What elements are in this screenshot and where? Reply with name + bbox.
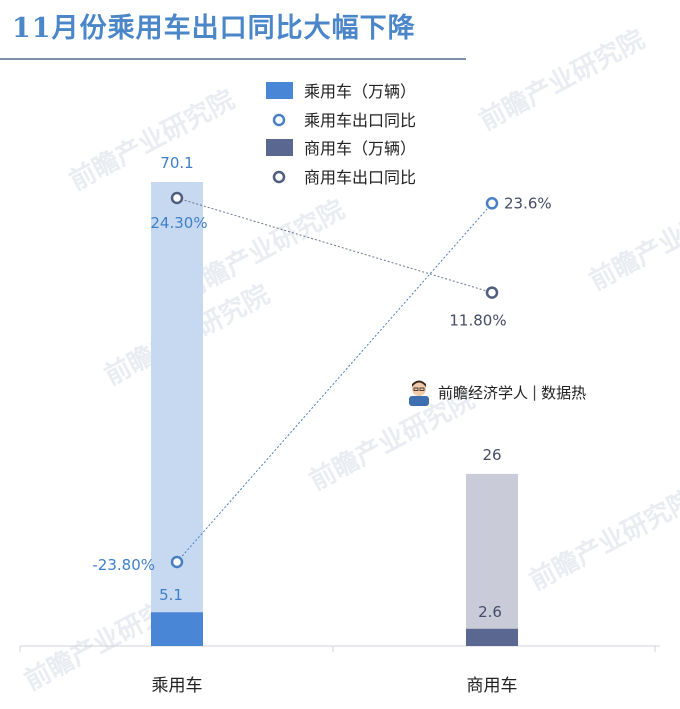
bar-commercial-total xyxy=(466,473,518,646)
bar-passenger-export xyxy=(151,612,203,646)
line-commercial-export-yoy xyxy=(176,197,493,294)
point-commercial-export-yoy xyxy=(170,191,184,205)
legend-marker-commercial-line xyxy=(272,170,286,184)
source-badge: 前瞻经济学人 | 数据热 xyxy=(406,378,586,406)
legend-label: 乘用车出口同比 xyxy=(304,111,416,130)
legend-swatch-passenger-bar xyxy=(266,82,293,99)
page-title: 11月份乘用车出口同比大幅下降 xyxy=(12,13,416,44)
bar-label-commercial-total: 26 xyxy=(482,446,501,464)
bar-label-passenger-export: 5.1 xyxy=(159,586,183,604)
title-divider xyxy=(0,58,466,60)
line-passenger-export-yoy xyxy=(176,202,493,563)
badge-brand: 前瞻经济学人 xyxy=(438,383,529,402)
bar-label-commercial-export: 2.6 xyxy=(478,603,502,621)
badge-separator: | xyxy=(532,383,538,401)
legend-swatch-commercial-bar xyxy=(266,139,293,156)
bar-passenger-total xyxy=(151,182,203,646)
point-label-passenger-export-yoy: 23.6% xyxy=(504,194,552,212)
point-label-commercial-export-yoy: 24.30% xyxy=(150,214,207,232)
legend-label: 商用车（万辆） xyxy=(304,139,416,158)
x-tick-label: 商用车 xyxy=(467,676,518,696)
legend-marker-passenger-line xyxy=(272,113,286,127)
avatar-icon xyxy=(409,380,429,406)
legend-label: 乘用车（万辆） xyxy=(304,82,416,101)
point-label-passenger-export-yoy: -23.80% xyxy=(92,556,155,574)
bar-commercial-export xyxy=(466,628,518,646)
point-label-commercial-export-yoy: 11.80% xyxy=(449,312,506,330)
bar-label-passenger-total: 70.1 xyxy=(160,154,193,172)
point-passenger-export-yoy xyxy=(485,197,499,210)
badge-tag: 数据热 xyxy=(541,383,587,402)
legend-label: 商用车出口同比 xyxy=(304,168,416,187)
point-passenger-export-yoy xyxy=(170,555,184,569)
x-tick-label: 乘用车 xyxy=(152,676,203,696)
point-commercial-export-yoy xyxy=(485,286,499,299)
